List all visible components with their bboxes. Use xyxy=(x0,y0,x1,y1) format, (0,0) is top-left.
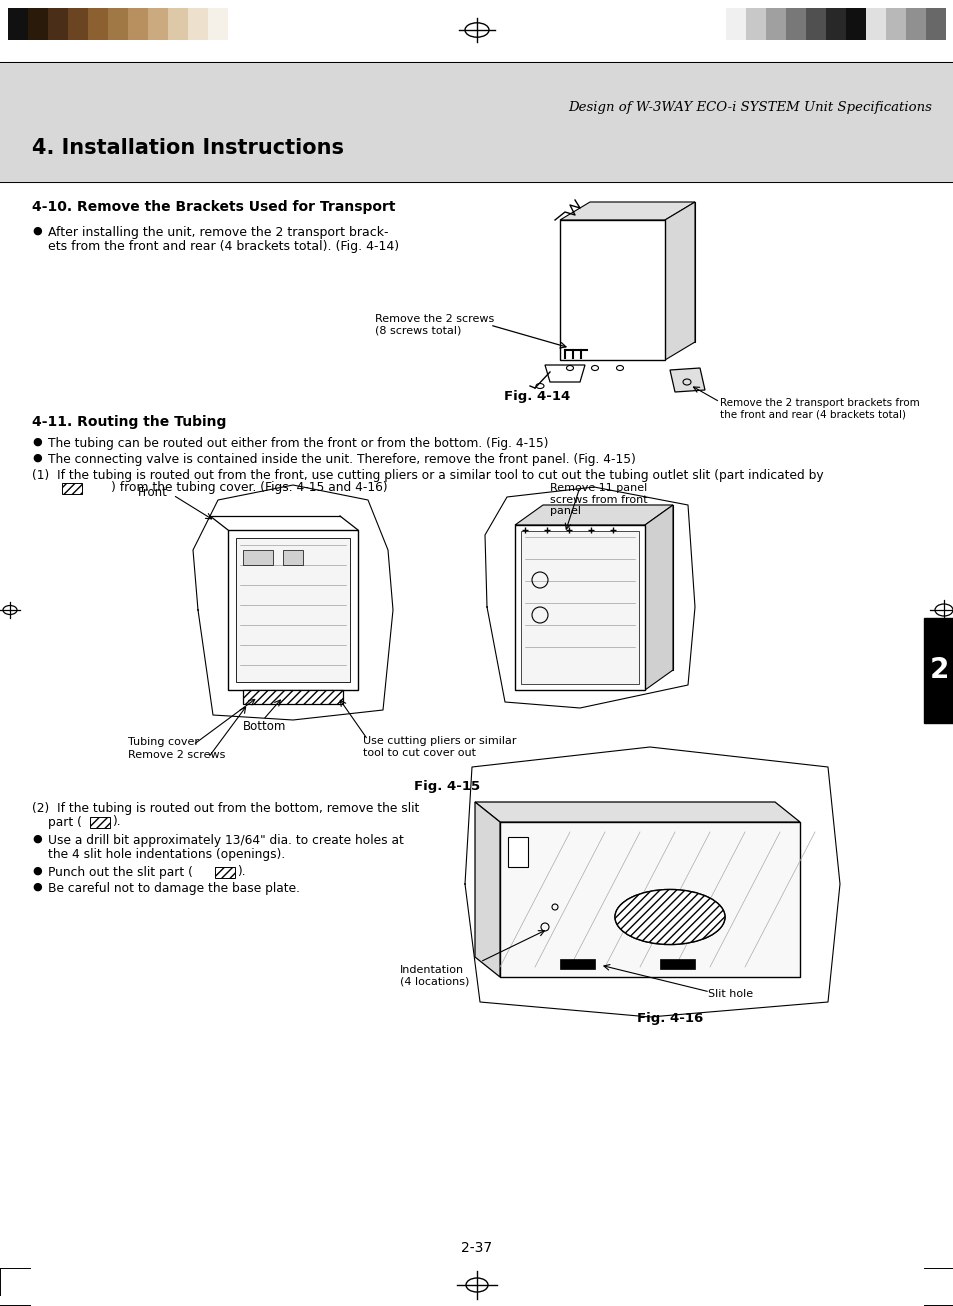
Bar xyxy=(745,8,765,40)
Bar xyxy=(0,61,953,182)
Bar xyxy=(48,8,68,40)
Text: 4. Installation Instructions: 4. Installation Instructions xyxy=(32,138,344,158)
Bar xyxy=(0,1266,953,1306)
Bar xyxy=(885,8,905,40)
Text: ●: ● xyxy=(32,226,42,236)
Polygon shape xyxy=(475,802,800,821)
Text: ).: ). xyxy=(112,815,120,828)
Text: Remove 11 panel
screws from front
panel: Remove 11 panel screws from front panel xyxy=(550,483,647,516)
Text: ●: ● xyxy=(32,882,42,892)
Bar xyxy=(0,0,953,61)
Bar xyxy=(659,959,695,969)
Text: Bottom: Bottom xyxy=(243,720,286,733)
Text: ●: ● xyxy=(32,438,42,447)
Polygon shape xyxy=(559,202,695,219)
Text: ●: ● xyxy=(32,866,42,876)
Polygon shape xyxy=(542,505,672,670)
Bar xyxy=(499,821,800,977)
Text: Design of W-3WAY ECO-i SYSTEM Unit Specifications: Design of W-3WAY ECO-i SYSTEM Unit Speci… xyxy=(568,102,931,115)
Text: After installing the unit, remove the 2 transport brack-: After installing the unit, remove the 2 … xyxy=(48,226,388,239)
Bar xyxy=(108,8,128,40)
Text: ●: ● xyxy=(32,835,42,844)
Text: Tubing cover: Tubing cover xyxy=(128,737,199,747)
Text: Fig. 4-15: Fig. 4-15 xyxy=(414,780,479,793)
Bar xyxy=(520,532,639,684)
Text: the 4 slit hole indentations (openings).: the 4 slit hole indentations (openings). xyxy=(48,848,285,861)
Bar xyxy=(168,8,188,40)
Text: Fig. 4-16: Fig. 4-16 xyxy=(637,1012,702,1025)
Bar xyxy=(148,8,168,40)
Bar xyxy=(88,8,108,40)
Bar xyxy=(507,837,527,867)
Polygon shape xyxy=(589,202,695,342)
Bar xyxy=(62,483,82,494)
Bar xyxy=(865,8,885,40)
Text: 2-37: 2-37 xyxy=(461,1241,492,1255)
Bar xyxy=(243,690,343,704)
Text: Front: Front xyxy=(138,486,168,499)
Text: ) from the tubing cover. (Figs. 4-15 and 4-16): ) from the tubing cover. (Figs. 4-15 and… xyxy=(84,482,387,495)
Text: 2: 2 xyxy=(928,656,947,684)
Text: Remove the 2 screws
(8 screws total): Remove the 2 screws (8 screws total) xyxy=(375,313,494,336)
Text: 4-11. Routing the Tubing: 4-11. Routing the Tubing xyxy=(32,415,226,428)
Text: part (: part ( xyxy=(48,816,82,829)
Bar xyxy=(923,618,953,724)
Text: 4-10. Remove the Brackets Used for Transport: 4-10. Remove the Brackets Used for Trans… xyxy=(32,200,395,214)
Bar xyxy=(8,8,28,40)
Text: (1)  If the tubing is routed out from the front, use cutting pliers or a similar: (1) If the tubing is routed out from the… xyxy=(32,469,822,482)
Text: Use cutting pliers or similar
tool to cut cover out: Use cutting pliers or similar tool to cu… xyxy=(363,737,516,757)
Bar xyxy=(845,8,865,40)
Bar xyxy=(765,8,785,40)
Bar xyxy=(188,8,208,40)
Ellipse shape xyxy=(615,889,724,944)
Bar xyxy=(235,538,350,682)
Ellipse shape xyxy=(615,889,724,944)
Bar xyxy=(128,8,148,40)
Bar xyxy=(805,8,825,40)
Text: Slit hole: Slit hole xyxy=(707,989,752,999)
Text: ).: ). xyxy=(236,866,245,879)
Bar xyxy=(559,959,595,969)
Text: Be careful not to damage the base plate.: Be careful not to damage the base plate. xyxy=(48,882,299,895)
Text: The connecting valve is contained inside the unit. Therefore, remove the front p: The connecting valve is contained inside… xyxy=(48,453,636,466)
Bar xyxy=(283,550,303,565)
Bar xyxy=(228,8,248,40)
Text: (2)  If the tubing is routed out from the bottom, remove the slit: (2) If the tubing is routed out from the… xyxy=(32,802,419,815)
Bar xyxy=(28,8,48,40)
Bar xyxy=(228,530,357,690)
Bar xyxy=(925,8,945,40)
Text: Punch out the slit part (: Punch out the slit part ( xyxy=(48,866,193,879)
Polygon shape xyxy=(515,525,644,690)
Bar xyxy=(68,8,88,40)
Polygon shape xyxy=(544,364,584,381)
Text: Remove the 2 transport brackets from
the front and rear (4 brackets total): Remove the 2 transport brackets from the… xyxy=(720,398,919,419)
Text: Remove 2 screws: Remove 2 screws xyxy=(128,750,225,760)
Text: ●: ● xyxy=(32,453,42,464)
Bar xyxy=(214,867,234,878)
Bar xyxy=(725,8,745,40)
Polygon shape xyxy=(669,368,704,392)
Text: Fig. 4-14: Fig. 4-14 xyxy=(503,390,570,404)
Bar xyxy=(208,8,228,40)
Polygon shape xyxy=(475,802,499,977)
Polygon shape xyxy=(559,219,664,360)
Polygon shape xyxy=(664,202,695,360)
Bar xyxy=(825,8,845,40)
Bar xyxy=(705,8,725,40)
Bar xyxy=(243,550,273,565)
Bar xyxy=(90,818,110,828)
Bar xyxy=(905,8,925,40)
Polygon shape xyxy=(644,505,672,690)
Text: Indentation
(4 locations): Indentation (4 locations) xyxy=(399,965,469,986)
Bar xyxy=(785,8,805,40)
Polygon shape xyxy=(515,505,672,525)
Text: ets from the front and rear (4 brackets total). (Fig. 4-14): ets from the front and rear (4 brackets … xyxy=(48,240,398,253)
Text: Use a drill bit approximately 13/64" dia. to create holes at: Use a drill bit approximately 13/64" dia… xyxy=(48,835,403,848)
Text: The tubing can be routed out either from the front or from the bottom. (Fig. 4-1: The tubing can be routed out either from… xyxy=(48,438,548,451)
